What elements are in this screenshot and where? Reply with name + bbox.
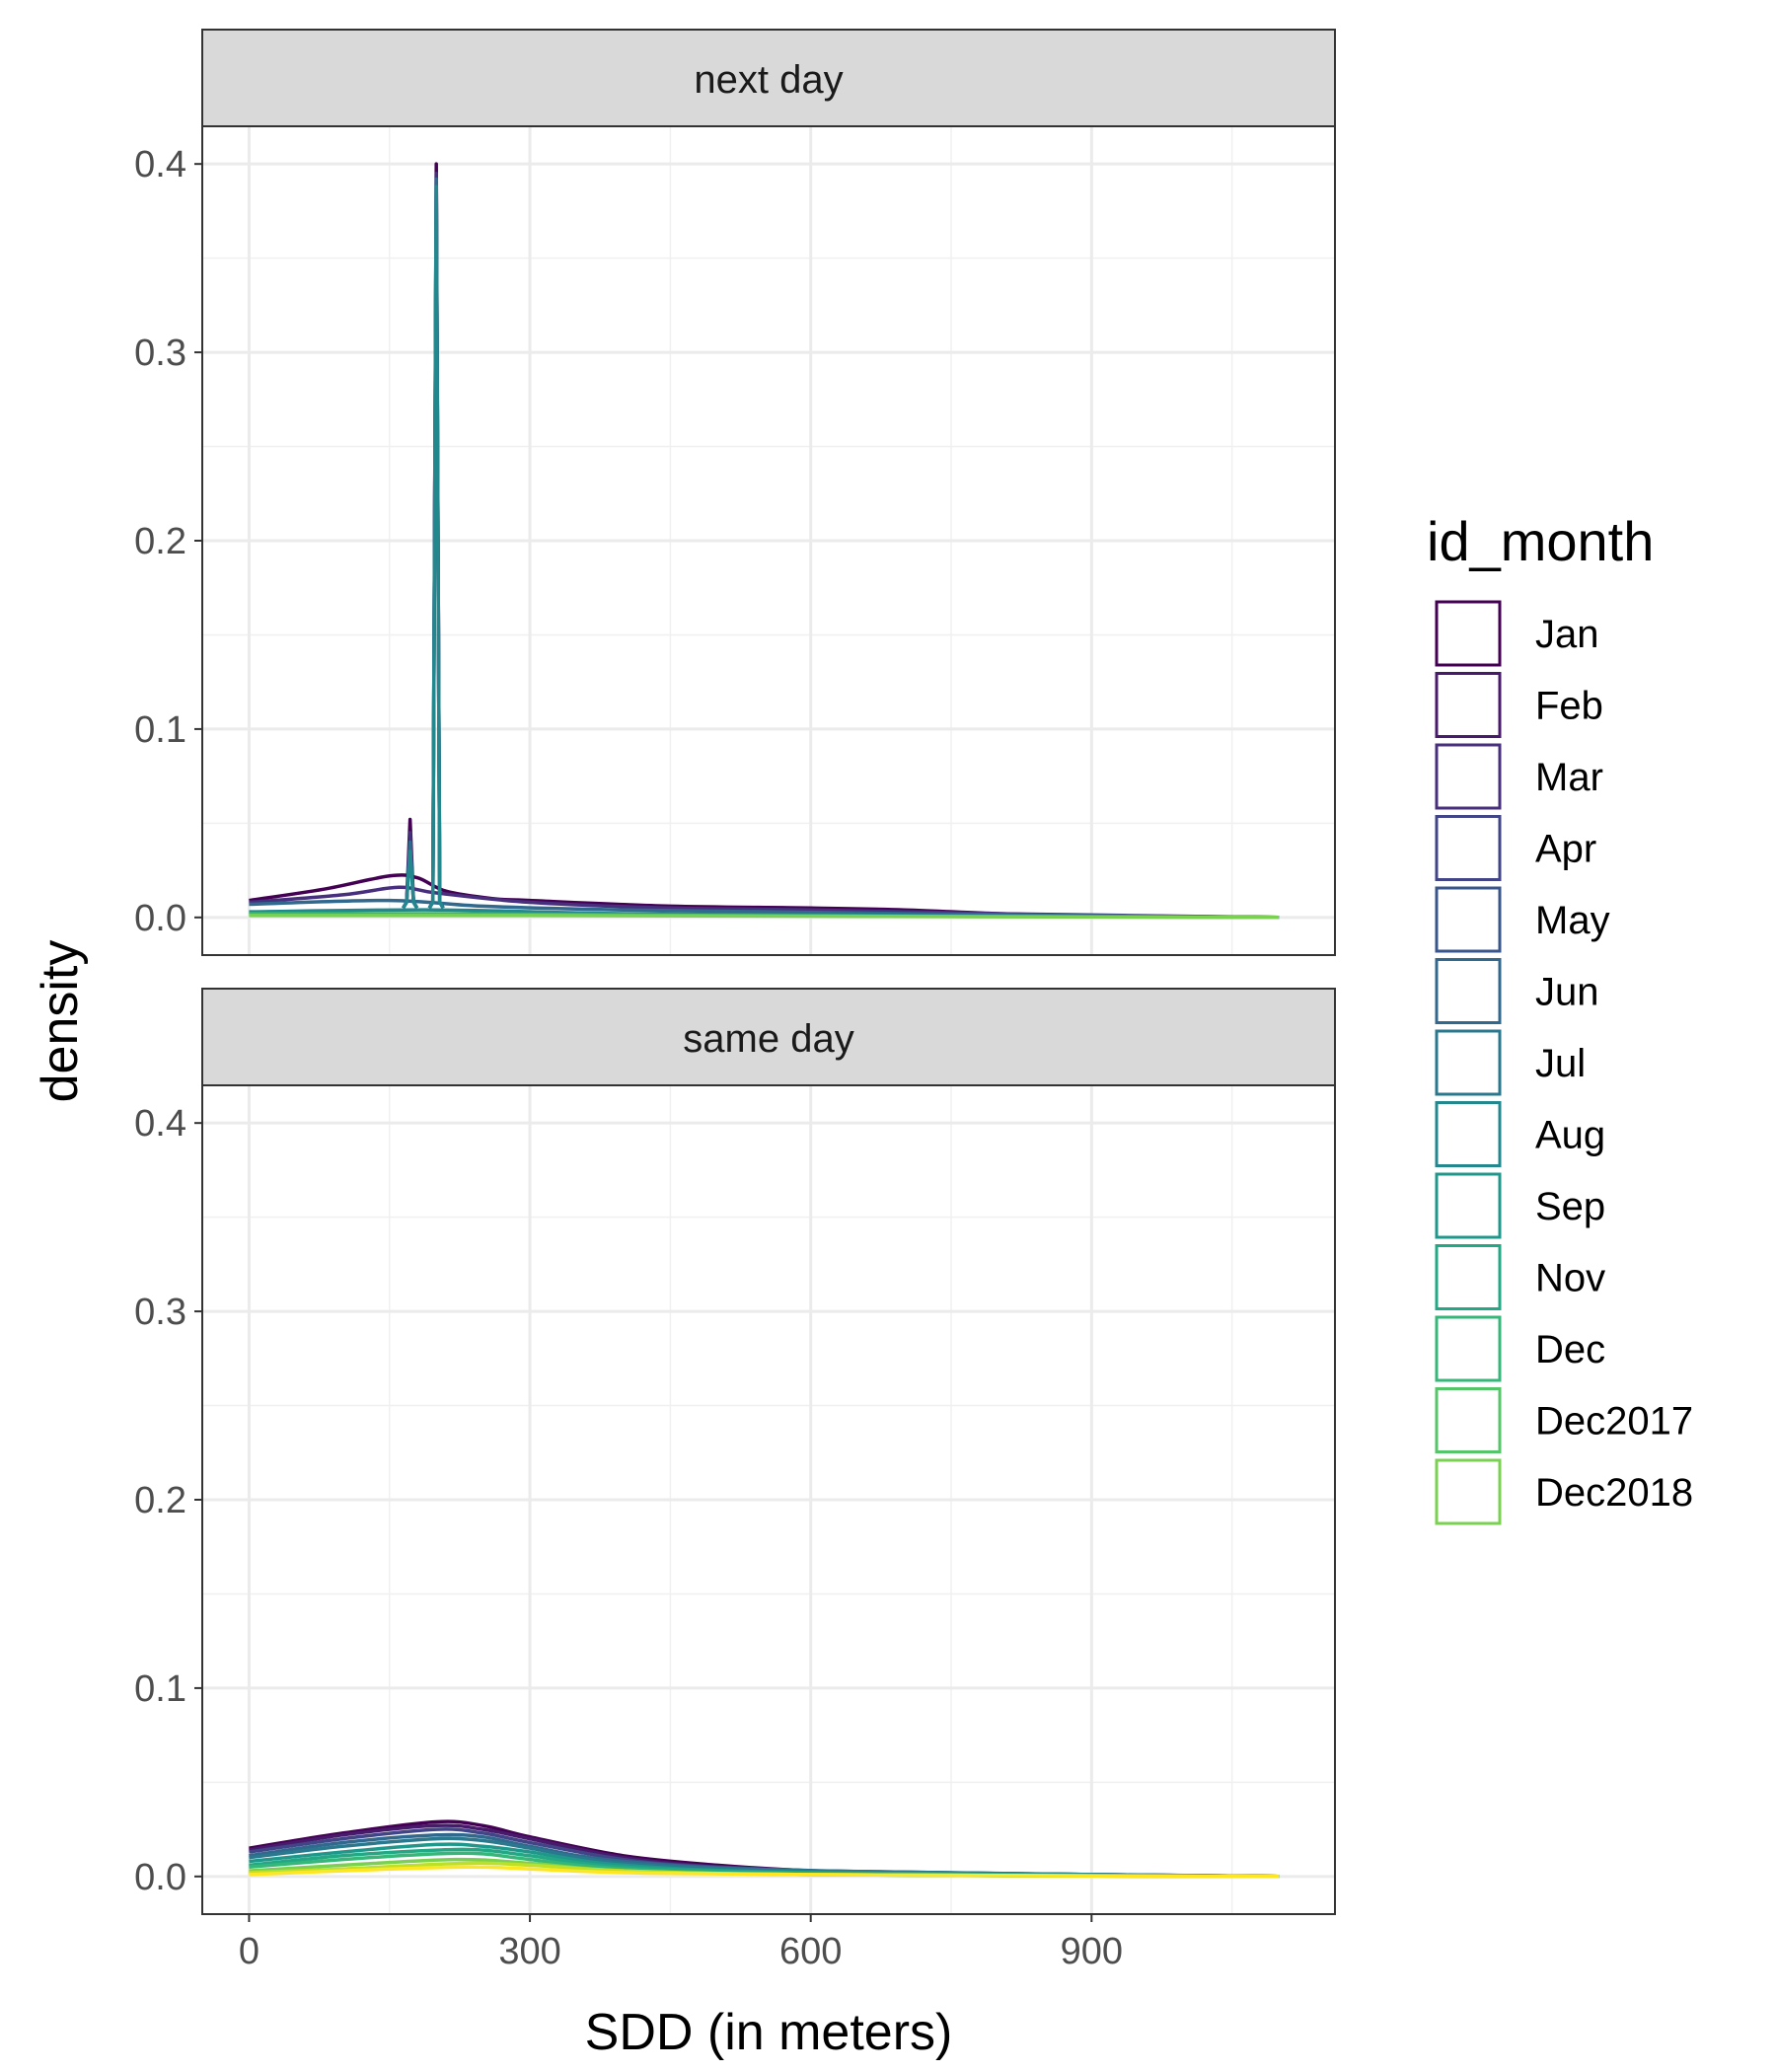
legend-label: Apr — [1535, 828, 1596, 871]
y-tick-label: 0.3 — [134, 333, 186, 374]
legend-label: May — [1535, 899, 1610, 942]
legend-label: Dec — [1535, 1328, 1605, 1371]
y-tick-label: 0.4 — [134, 1103, 186, 1145]
y-tick-label: 0.4 — [134, 144, 186, 185]
legend-label: Aug — [1535, 1114, 1605, 1157]
y-tick-label: 0.2 — [134, 521, 186, 562]
legend-key — [1435, 1458, 1502, 1525]
legend-label: Nov — [1535, 1257, 1605, 1300]
panel-next-day: next day 0.0 0.1 0.2 0.3 0.4 — [134, 29, 1336, 956]
strip-background — [201, 988, 1336, 1086]
series-group — [249, 1819, 1280, 1879]
legend-key — [1435, 958, 1502, 1024]
legend: id_month Jan Feb Mar Apr May Jun Jul Aug Sep Nov D… — [1427, 510, 1693, 1525]
y-tick-label: 0.1 — [134, 709, 186, 751]
legend-title: id_month — [1427, 510, 1654, 572]
legend-key — [1435, 886, 1502, 953]
x-axis: 0 300 600 900 — [239, 1914, 1123, 1972]
x-tick-label: 300 — [498, 1931, 560, 1972]
density-line — [249, 1865, 1280, 1879]
x-tick-label: 600 — [779, 1931, 842, 1972]
y-tick-label: 0.3 — [134, 1292, 186, 1333]
strip-background — [201, 29, 1336, 127]
y-tick-label: 0.2 — [134, 1480, 186, 1521]
density-spike — [402, 850, 419, 910]
strip-label: next day — [694, 58, 843, 102]
legend-key — [1435, 1244, 1502, 1310]
legend-key — [1435, 1101, 1502, 1167]
legend-label: Jan — [1535, 613, 1599, 656]
legend-key — [1435, 815, 1502, 881]
legend-label: Dec2017 — [1535, 1400, 1693, 1443]
legend-key — [1435, 1387, 1502, 1453]
density-line — [249, 914, 1280, 920]
legend-label: Feb — [1535, 685, 1603, 728]
x-tick-label: 0 — [239, 1931, 259, 1972]
strip-label: same day — [683, 1017, 853, 1061]
y-axis: 0.0 0.1 0.2 0.3 0.4 — [134, 1103, 202, 1898]
y-axis: 0.0 0.1 0.2 0.3 0.4 — [134, 144, 202, 939]
y-tick-label: 0.1 — [134, 1668, 186, 1710]
panel-same-day: same day 0.0 0.1 0.2 0.3 0.4 — [134, 988, 1336, 1915]
x-axis-title: SDD (in meters) — [585, 2004, 953, 2061]
legend-key — [1435, 743, 1502, 810]
legend-label: Jun — [1535, 971, 1599, 1014]
x-tick-label: 900 — [1061, 1931, 1123, 1972]
legend-label: Mar — [1535, 756, 1603, 799]
y-tick-label: 0.0 — [134, 898, 186, 939]
legend-key — [1435, 1315, 1502, 1382]
y-tick-label: 0.0 — [134, 1857, 186, 1898]
series-group — [249, 162, 1280, 920]
legend-key — [1435, 1172, 1502, 1239]
legend-label: Dec2018 — [1535, 1471, 1693, 1515]
legend-key — [1435, 600, 1502, 667]
legend-label: Jul — [1535, 1042, 1586, 1085]
legend-key — [1435, 672, 1502, 738]
legend-label: Sep — [1535, 1185, 1605, 1228]
density-spike — [427, 185, 445, 910]
legend-key — [1435, 1029, 1502, 1096]
y-axis-title: density — [32, 940, 89, 1103]
